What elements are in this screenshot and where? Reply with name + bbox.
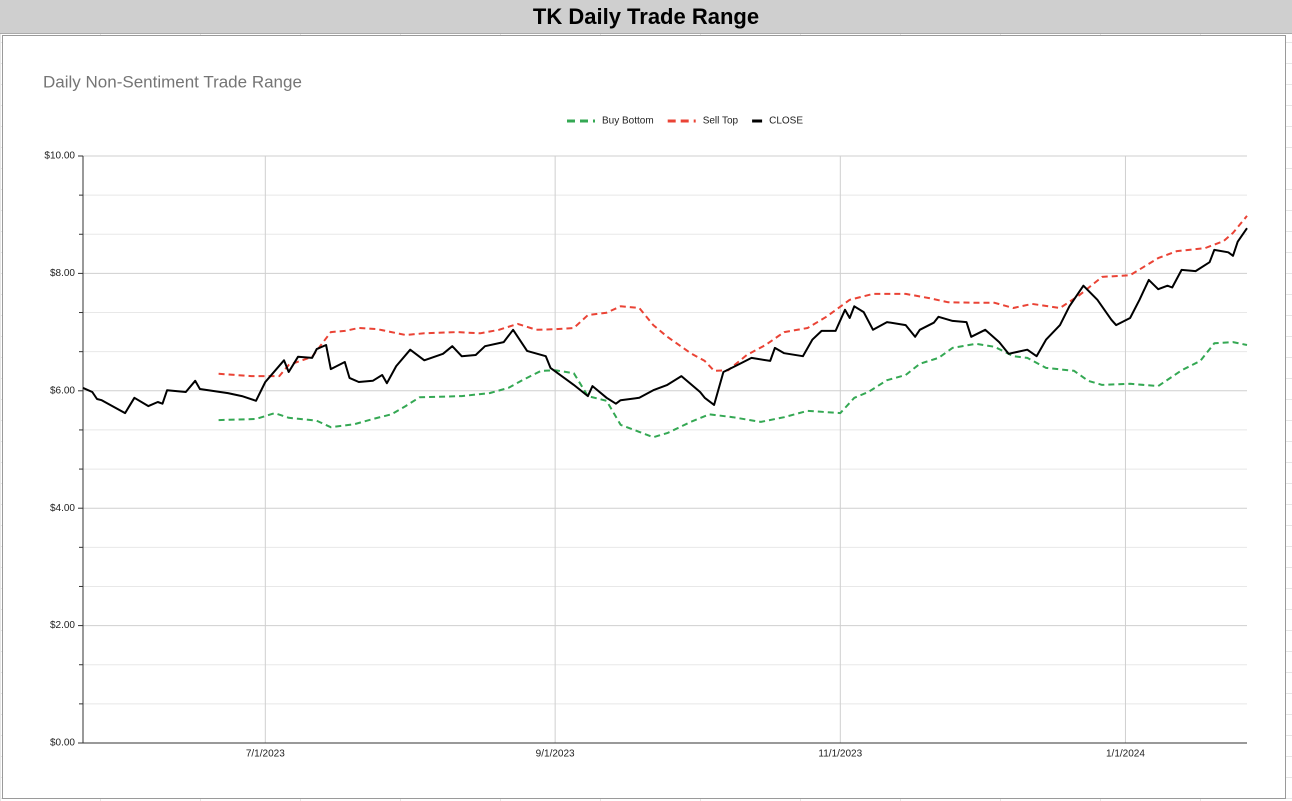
y-tick-label: $6.00: [50, 385, 75, 396]
x-tick-label: 7/1/2023: [246, 749, 285, 760]
y-tick-label: $2.00: [50, 620, 75, 631]
y-tick-label: $10.00: [44, 151, 75, 162]
chart-frame: Daily Non-Sentiment Trade Range $0.00 $2.…: [2, 35, 1286, 799]
chart: Daily Non-Sentiment Trade Range $0.00 $2.…: [43, 72, 1248, 760]
legend-item: Sell Top: [667, 116, 739, 127]
x-tick-label: 9/1/2023: [536, 749, 575, 760]
legend-item: CLOSE: [752, 116, 803, 127]
series-line: [218, 215, 1248, 378]
series-line: [82, 227, 1248, 415]
legend-label: Buy Bottom: [602, 116, 654, 127]
y-tick-label: $0.00: [50, 738, 75, 749]
y-tick-label: $4.00: [50, 503, 75, 514]
y-tick-label: $8.00: [50, 268, 75, 279]
x-tick-label: 11/1/2023: [818, 749, 862, 760]
legend: Buy Bottom Sell Top CLOSE: [566, 116, 803, 127]
x-tick-label: 1/1/2024: [1106, 749, 1145, 760]
legend-label: CLOSE: [769, 116, 803, 127]
legend-label: Sell Top: [703, 116, 739, 127]
legend-item: Buy Bottom: [566, 116, 654, 127]
header-title: TK Daily Trade Range: [0, 0, 1292, 34]
chart-title: Daily Non-Sentiment Trade Range: [43, 72, 302, 91]
series-line: [218, 341, 1248, 439]
